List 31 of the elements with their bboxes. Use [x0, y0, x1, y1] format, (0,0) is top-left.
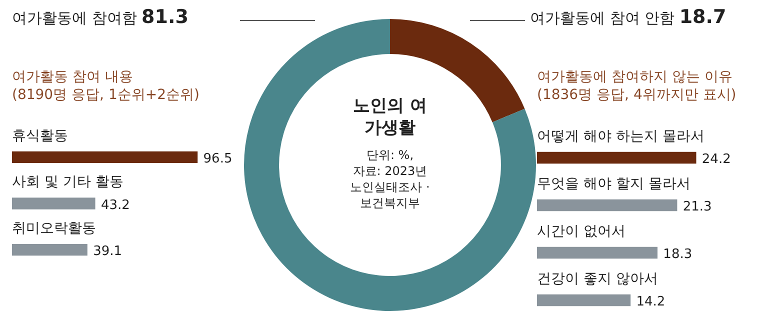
text: 노인실태조사 · — [350, 180, 430, 194]
data-label: 14.2 — [636, 294, 666, 310]
bar — [537, 246, 658, 259]
bar — [537, 152, 696, 164]
chart-title: 여가활동에 참여하지 않는 이유 — [537, 68, 734, 86]
data-label: 81.3 — [142, 6, 188, 28]
data-label: 39.1 — [93, 244, 122, 260]
chart-title: 여가활동 참여 내용 — [12, 68, 134, 86]
category-label: 취미오락활동 — [12, 220, 96, 236]
bar — [537, 199, 678, 212]
category-label: 시간이 없어서 — [537, 223, 626, 240]
data-label: 43.2 — [100, 198, 130, 213]
text: 보건복지부 — [359, 195, 421, 211]
data-label: 18.7 — [679, 6, 726, 28]
chart-subtitle: (8190명 응답, 1순위+2순위) — [12, 86, 200, 104]
slice-label: 여가활동에 참여함 — [12, 9, 137, 27]
category-label: 건강이 좋지 않아서 — [537, 270, 658, 287]
slice-label: 여가활동에 참여 안함 — [530, 9, 675, 27]
category-label: 사회 및 기타 활동 — [12, 174, 124, 190]
data-label: 21.3 — [682, 200, 712, 215]
category-label: 휴식활동 — [12, 128, 68, 144]
text: 단위: %, — [365, 147, 415, 163]
data-label: 24.2 — [702, 152, 731, 168]
category-label: 무엇을 해야 할지 몰라서 — [537, 176, 690, 192]
bar — [537, 294, 631, 306]
chart-subtitle: (1836명 응답, 4위까지만 표시) — [537, 86, 738, 104]
category-label: 어떻게 해야 하는지 몰라서 — [537, 128, 704, 144]
text: 노인의 여가생활 — [352, 95, 428, 139]
data-label: 18.3 — [663, 247, 692, 262]
text: 자료: 2023년 — [352, 164, 428, 178]
data-label: 96.5 — [203, 152, 232, 167]
